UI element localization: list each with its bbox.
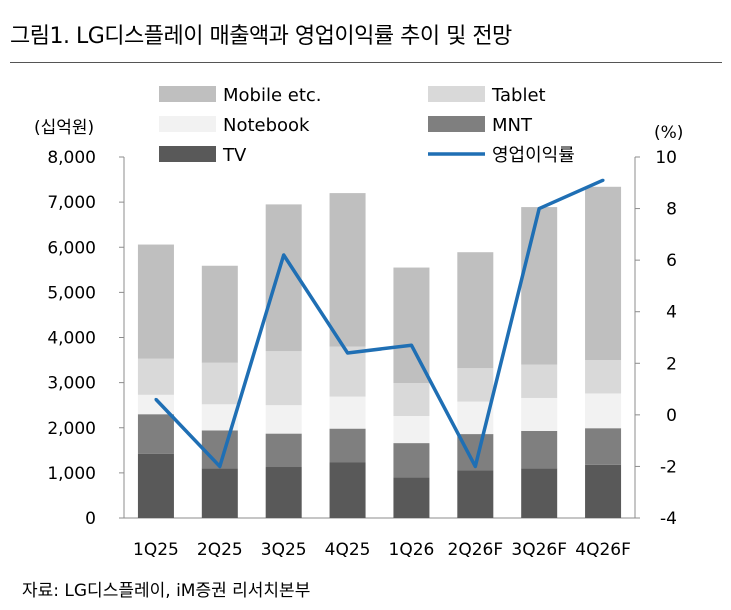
legend-swatch bbox=[159, 146, 216, 162]
right-tick-label: 6 bbox=[666, 251, 677, 271]
left-tick-label: 0 bbox=[85, 509, 96, 529]
title-divider bbox=[10, 62, 722, 63]
x-category-label: 4Q25 bbox=[325, 540, 371, 560]
x-category-label: 3Q26F bbox=[511, 540, 567, 560]
bar-tablet-4q26f bbox=[585, 360, 622, 394]
bar-tv-4q25 bbox=[329, 462, 366, 518]
right-tick-label: 2 bbox=[666, 354, 677, 374]
bar-notebook-4q26f bbox=[585, 393, 622, 429]
left-axis-unit: (십억원) bbox=[34, 118, 94, 138]
bar-tv-3q26f bbox=[521, 468, 558, 518]
operating-margin-line bbox=[154, 178, 604, 469]
left-tick-label: 7,000 bbox=[47, 193, 96, 213]
bar-tablet-2q25 bbox=[201, 362, 238, 405]
right-tick-label: -2 bbox=[660, 457, 677, 477]
right-tick-label: 8 bbox=[666, 200, 677, 220]
bar-mnt-4q26f bbox=[585, 428, 622, 465]
operating-margin-point bbox=[473, 464, 477, 468]
right-tick-label: 10 bbox=[655, 148, 677, 168]
legend-swatch bbox=[428, 86, 485, 102]
legend-label: MNT bbox=[492, 115, 533, 136]
legend-swatch bbox=[159, 116, 216, 132]
operating-margin-point bbox=[409, 343, 413, 347]
bar-notebook-1q26 bbox=[393, 416, 430, 444]
x-category-label: 1Q26 bbox=[389, 540, 435, 560]
left-tick-label: 3,000 bbox=[47, 374, 96, 394]
bar-tablet-1q26 bbox=[393, 383, 430, 417]
legend-label: Notebook bbox=[223, 115, 310, 136]
bar-mobile-etc-1q26 bbox=[393, 267, 430, 384]
right-tick-label: 0 bbox=[666, 406, 677, 426]
bar-notebook-3q26f bbox=[521, 397, 558, 431]
bar-mnt-3q25 bbox=[265, 433, 302, 468]
left-tick-label: 6,000 bbox=[47, 238, 96, 258]
legend-label: Mobile etc. bbox=[223, 85, 322, 106]
left-tick-label: 8,000 bbox=[47, 148, 96, 168]
bar-mnt-1q26 bbox=[393, 443, 430, 478]
bar-mobile-etc-2q26f bbox=[457, 252, 494, 369]
bar-mnt-4q25 bbox=[329, 428, 366, 463]
left-tick-label: 2,000 bbox=[47, 419, 96, 439]
bar-tv-1q26 bbox=[393, 477, 430, 518]
operating-margin-point bbox=[154, 397, 158, 401]
source-note: 자료: LG디스플레이, iM증권 리서치본부 bbox=[22, 581, 311, 601]
bar-tablet-3q25 bbox=[265, 351, 302, 406]
left-tick-label: 1,000 bbox=[47, 464, 96, 484]
operating-margin-point bbox=[601, 178, 605, 182]
right-tick-label: -4 bbox=[660, 509, 677, 529]
operating-margin-point bbox=[218, 464, 222, 468]
bar-tv-2q25 bbox=[201, 468, 238, 518]
bar-mobile-etc-1q25 bbox=[137, 244, 174, 359]
right-axis-unit: (%) bbox=[654, 123, 683, 143]
bar-tv-2q26f bbox=[457, 470, 494, 518]
x-category-label: 2Q25 bbox=[197, 540, 243, 560]
bar-tv-4q26f bbox=[585, 464, 622, 518]
bar-notebook-4q25 bbox=[329, 396, 366, 429]
operating-margin-point bbox=[282, 253, 286, 257]
bar-mobile-etc-3q25 bbox=[265, 204, 302, 352]
legend-label: Tablet bbox=[491, 85, 546, 106]
x-category-label: 1Q25 bbox=[133, 540, 179, 560]
bar-mnt-1q25 bbox=[137, 414, 174, 454]
bar-tablet-3q26f bbox=[521, 364, 558, 398]
x-category-label: 2Q26F bbox=[448, 540, 504, 560]
bar-mobile-etc-4q25 bbox=[329, 193, 366, 347]
legend-label: 영업이익률 bbox=[492, 145, 575, 166]
legend-swatch bbox=[428, 116, 485, 132]
legend-label: TV bbox=[222, 145, 247, 166]
bar-mobile-etc-3q26f bbox=[521, 207, 558, 365]
left-tick-label: 4,000 bbox=[47, 329, 96, 349]
left-tick-label: 5,000 bbox=[47, 283, 96, 303]
x-category-label: 3Q25 bbox=[261, 540, 307, 560]
operating-margin-point bbox=[537, 207, 541, 211]
bar-tv-3q25 bbox=[265, 467, 302, 518]
bar-tablet-4q25 bbox=[329, 346, 366, 397]
chart-title: 그림1. LG디스플레이 매출액과 영업이익률 추이 및 전망 bbox=[10, 24, 512, 49]
chart-svg: 0 1,000 2,000 3,000 4,000 5,000 6,000 7,000 8,00… bbox=[34, 85, 683, 560]
legend-swatch bbox=[159, 86, 216, 102]
bar-mnt-3q26f bbox=[521, 430, 558, 469]
bar-mobile-etc-4q26f bbox=[585, 186, 622, 361]
bar-tablet-2q26f bbox=[457, 368, 494, 402]
bar-notebook-3q25 bbox=[265, 405, 302, 434]
bar-tv-1q25 bbox=[137, 453, 174, 518]
operating-margin-point bbox=[346, 351, 350, 355]
bar-tablet-1q25 bbox=[137, 358, 174, 395]
right-tick-label: 4 bbox=[666, 303, 677, 323]
x-category-label: 4Q26F bbox=[575, 540, 631, 560]
bar-mobile-etc-2q25 bbox=[201, 265, 238, 363]
